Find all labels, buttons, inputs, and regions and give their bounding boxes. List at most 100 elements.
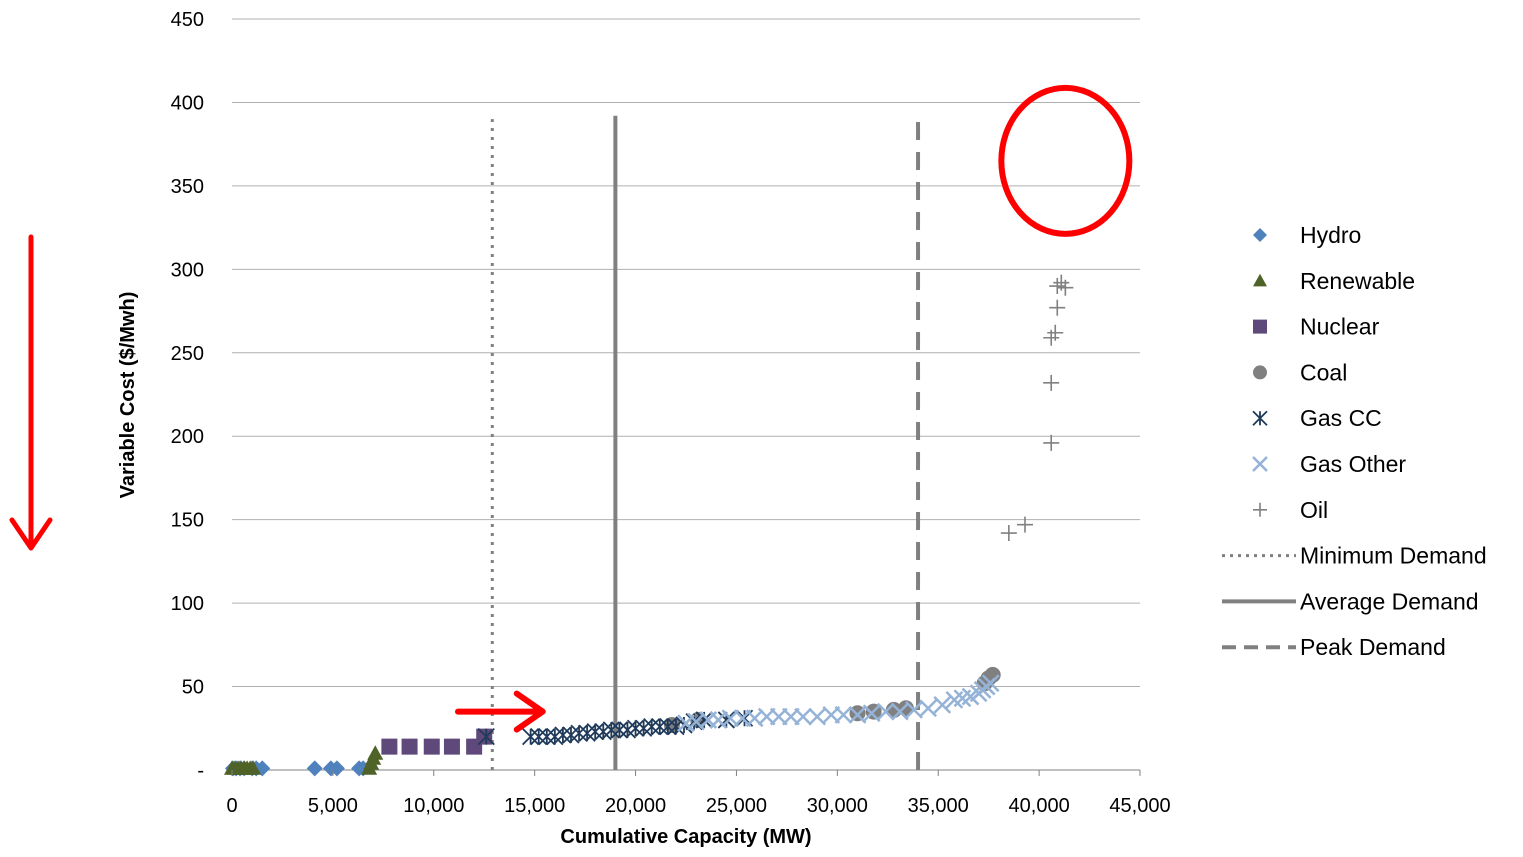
data-point	[602, 721, 620, 739]
data-point	[808, 707, 827, 726]
legend-marker	[1253, 319, 1267, 334]
data-point	[643, 717, 661, 736]
y-tick-label: -	[197, 760, 204, 782]
data-point	[423, 738, 440, 755]
legend-label: Minimum Demand	[1300, 543, 1487, 569]
legend-label: Coal	[1300, 359, 1347, 385]
legend-label: Average Demand	[1300, 588, 1479, 614]
data-point	[570, 724, 588, 742]
legend-item: Minimum Demand	[1222, 543, 1487, 569]
data-point	[367, 745, 384, 760]
annotations	[9, 84, 1133, 733]
data-point	[659, 717, 677, 736]
legend-item: Gas Other	[1252, 451, 1406, 477]
data-point	[626, 719, 645, 737]
y-axis-tick-labels: - 50 100 150 200 250 300 350 400 450	[171, 9, 204, 782]
data-point	[876, 702, 895, 721]
legend-label: Nuclear	[1300, 314, 1380, 340]
x-tick-label: 20,000	[605, 795, 666, 817]
data-point	[477, 727, 495, 746]
legend-label: Peak Demand	[1300, 634, 1446, 660]
x-tick-label: 10,000	[403, 795, 464, 817]
data-point	[1016, 516, 1033, 533]
data-point	[586, 722, 604, 741]
data-point	[1057, 279, 1074, 296]
series-gas-other	[677, 674, 1000, 733]
series-gas-cc	[477, 709, 754, 746]
y-tick-label: 400	[171, 92, 204, 114]
data-point	[981, 674, 1000, 693]
legend-item: Average Demand	[1222, 588, 1479, 614]
data-point	[1043, 434, 1060, 451]
legend-marker	[1253, 228, 1267, 242]
data-point	[610, 721, 629, 739]
legend-marker	[1253, 502, 1267, 517]
legend-label: Hydro	[1300, 222, 1361, 248]
x-tick-label: 5,000	[308, 795, 358, 817]
y-tick-label: 100	[171, 593, 204, 615]
legend: Hydro Renewable Nuclear Coal Gas CC Gas Other…	[1222, 222, 1487, 660]
data-point	[905, 701, 923, 719]
data-point	[306, 760, 323, 777]
legend-item: Peak Demand	[1222, 634, 1446, 660]
legend-label: Oil	[1300, 497, 1328, 523]
gridlines	[232, 18, 1140, 771]
data-point	[933, 696, 952, 714]
legend-item: Renewable	[1253, 268, 1415, 294]
data-point	[476, 728, 493, 745]
x-tick-label: 15,000	[504, 795, 565, 817]
data-point	[651, 717, 669, 736]
series-oil	[1000, 274, 1074, 542]
data-point	[530, 727, 548, 746]
x-tick-label: 25,000	[706, 795, 767, 817]
x-tick-label: 0	[226, 795, 237, 817]
legend-marker	[1252, 456, 1268, 472]
data-point	[381, 738, 398, 755]
series-renewable	[224, 745, 384, 775]
data-point	[554, 726, 572, 744]
red-arrow-down	[9, 234, 53, 551]
y-tick-label: 450	[171, 9, 204, 31]
data-point	[1049, 278, 1066, 295]
red-arrow-right	[454, 690, 546, 733]
legend-marker	[1252, 410, 1268, 426]
legend-label: Renewable	[1300, 268, 1415, 294]
y-axis-title: Variable Cost ($/Mwh)	[117, 292, 139, 499]
highlight-circle	[998, 84, 1133, 237]
series-nuclear	[381, 728, 493, 755]
data-point	[834, 706, 853, 724]
data-point	[1000, 525, 1017, 542]
y-tick-label: 250	[171, 343, 204, 365]
legend-item: Hydro	[1253, 222, 1361, 248]
x-axis-tick-labels: 0 5,000 10,000 15,000 20,000 25,000 30,000 35,0…	[226, 770, 1171, 817]
legend-label: Gas CC	[1300, 405, 1382, 431]
data-point	[919, 699, 938, 718]
y-tick-label: 150	[171, 510, 204, 532]
data-point	[1047, 324, 1064, 341]
data-point	[521, 727, 540, 746]
y-tick-label: 50	[182, 677, 204, 699]
data-point	[794, 707, 812, 726]
x-axis-title: Cumulative Capacity (MW)	[560, 826, 811, 848]
data-point	[538, 727, 556, 746]
data-point	[245, 760, 262, 775]
demand-lines	[490, 115, 921, 770]
x-tick-label: 45,000	[1109, 795, 1170, 817]
y-tick-label: 350	[171, 176, 204, 198]
legend-item: Oil	[1253, 497, 1328, 523]
legend-marker	[1253, 273, 1267, 287]
y-tick-label: 200	[171, 426, 204, 448]
data-point	[443, 738, 460, 755]
data-point	[1043, 374, 1060, 391]
y-tick-label: 300	[171, 259, 204, 281]
legend-item: Gas CC	[1252, 405, 1382, 431]
x-tick-label: 40,000	[1009, 795, 1070, 817]
data-point	[848, 706, 867, 724]
legend-marker	[1253, 365, 1267, 380]
legend-label: Gas Other	[1300, 451, 1406, 477]
x-tick-label: 30,000	[807, 795, 868, 817]
data-point	[1049, 299, 1066, 316]
x-tick-label: 35,000	[908, 795, 969, 817]
data-point	[891, 702, 909, 721]
